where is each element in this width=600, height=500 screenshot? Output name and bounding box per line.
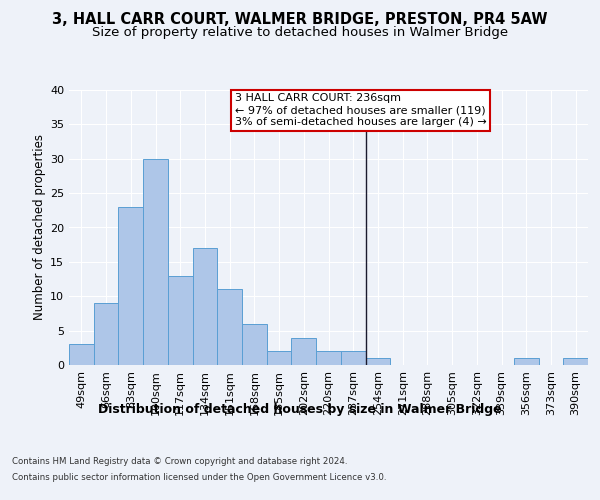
- Bar: [341, 351, 365, 365]
- Bar: [267, 351, 292, 365]
- Bar: [69, 344, 94, 365]
- Y-axis label: Number of detached properties: Number of detached properties: [33, 134, 46, 320]
- Text: Distribution of detached houses by size in Walmer Bridge: Distribution of detached houses by size …: [98, 402, 502, 415]
- Text: Contains public sector information licensed under the Open Government Licence v3: Contains public sector information licen…: [12, 472, 386, 482]
- Text: Size of property relative to detached houses in Walmer Bridge: Size of property relative to detached ho…: [92, 26, 508, 39]
- Bar: [242, 324, 267, 365]
- Bar: [143, 158, 168, 365]
- Text: 3, HALL CARR COURT, WALMER BRIDGE, PRESTON, PR4 5AW: 3, HALL CARR COURT, WALMER BRIDGE, PREST…: [52, 12, 548, 28]
- Bar: [292, 338, 316, 365]
- Text: Contains HM Land Registry data © Crown copyright and database right 2024.: Contains HM Land Registry data © Crown c…: [12, 458, 347, 466]
- Text: 3 HALL CARR COURT: 236sqm
← 97% of detached houses are smaller (119)
3% of semi-: 3 HALL CARR COURT: 236sqm ← 97% of detac…: [235, 94, 487, 126]
- Bar: [168, 276, 193, 365]
- Bar: [217, 290, 242, 365]
- Bar: [563, 358, 588, 365]
- Bar: [365, 358, 390, 365]
- Bar: [193, 248, 217, 365]
- Bar: [94, 303, 118, 365]
- Bar: [514, 358, 539, 365]
- Bar: [118, 207, 143, 365]
- Bar: [316, 351, 341, 365]
